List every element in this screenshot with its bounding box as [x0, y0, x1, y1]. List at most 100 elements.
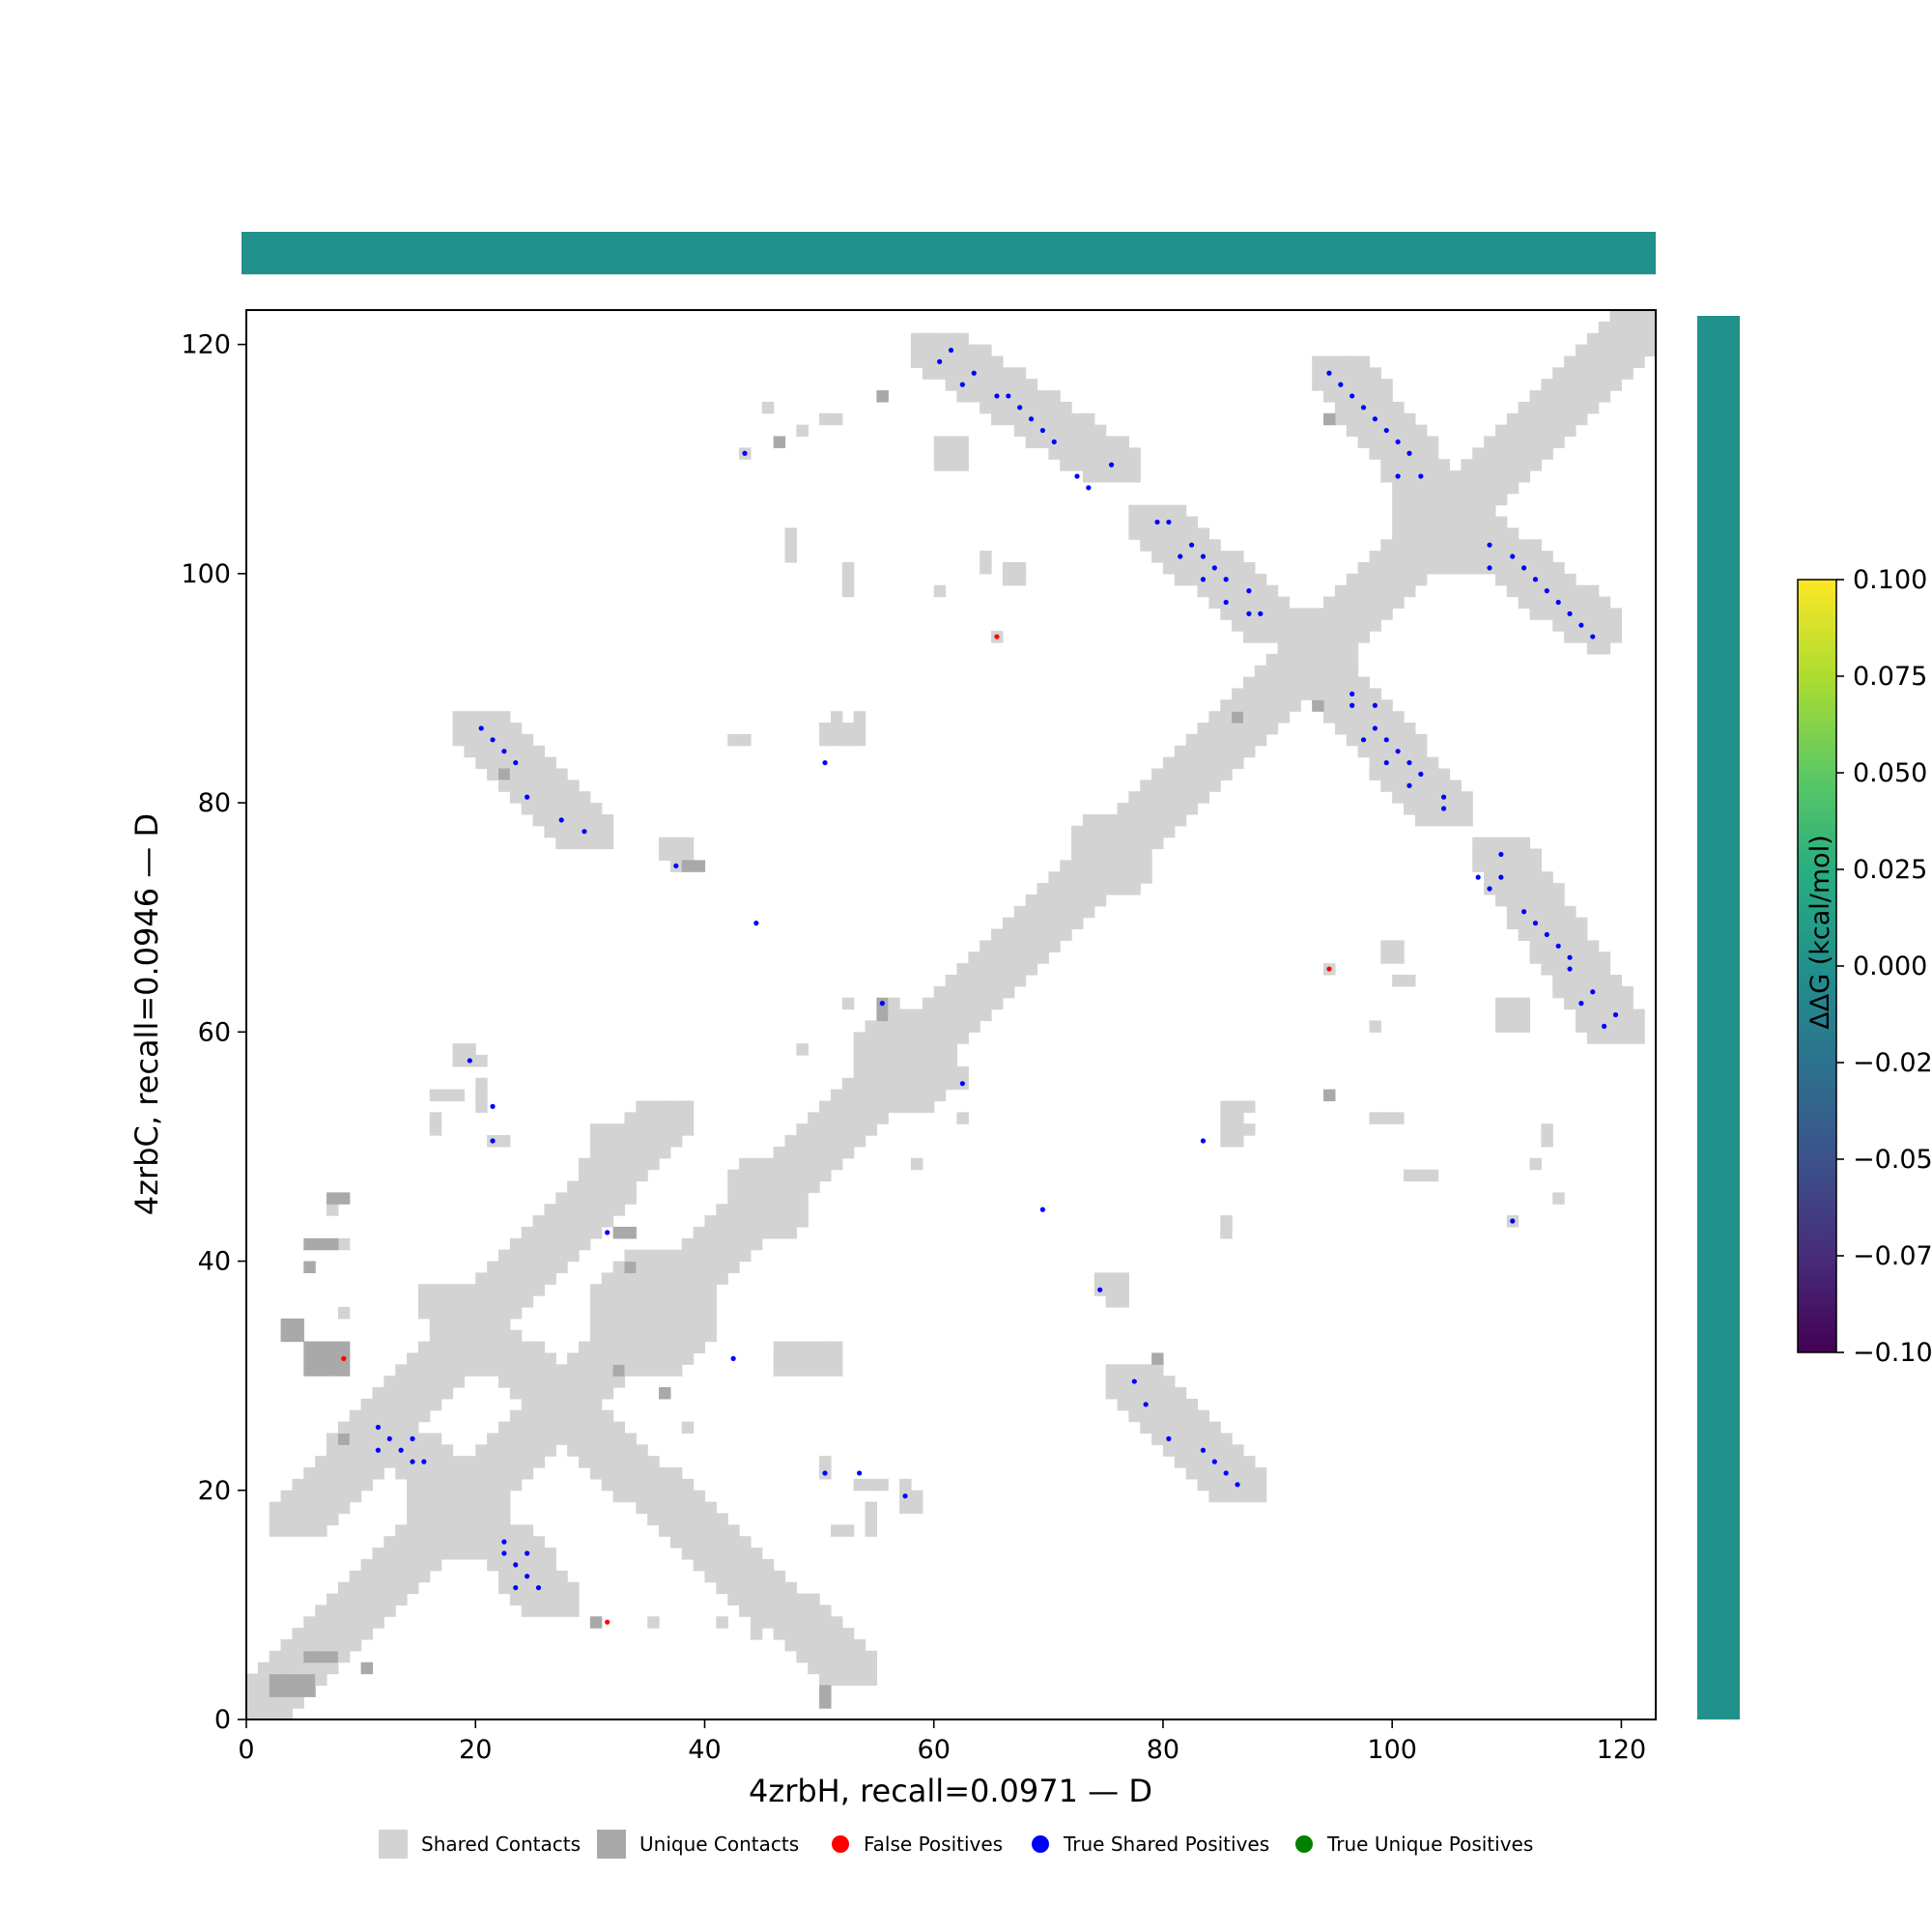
shared-contact-cell: [532, 1421, 545, 1435]
shared-contact-cell: [589, 1421, 603, 1435]
shared-contact-cell: [1197, 733, 1209, 747]
shared-contact-cell: [624, 1306, 637, 1320]
shared-contact-cell: [876, 1065, 889, 1079]
true-shared-positive-point: [478, 725, 484, 731]
shared-contact-cell: [1151, 1433, 1164, 1445]
shared-contact-cell: [739, 1249, 752, 1263]
shared-contact-cell: [497, 1421, 511, 1435]
shared-contact-cell: [1128, 1364, 1141, 1377]
shared-contact-cell: [784, 527, 797, 540]
shared-contact-cell: [1312, 631, 1324, 643]
shared-contact-cell: [991, 379, 1004, 391]
shared-contact-cell: [475, 1100, 488, 1113]
shared-contact-cell: [1541, 894, 1553, 907]
shared-contact-cell: [1461, 561, 1473, 575]
shared-contact-cell: [784, 1628, 797, 1640]
unique-contact-cell: [303, 1352, 316, 1365]
shared-contact-cell: [464, 1329, 476, 1343]
shared-contact-cell: [750, 1548, 763, 1560]
shared-contact-cell: [555, 1226, 568, 1239]
shared-contact-cell: [808, 1169, 820, 1182]
shared-contact-cell: [910, 1089, 923, 1102]
shared-contact-cell: [1541, 436, 1553, 448]
shared-contact-cell: [1541, 940, 1553, 952]
shared-contact-cell: [327, 1616, 339, 1629]
shared-contact-cell: [384, 1581, 396, 1595]
shared-contact-cell: [440, 1456, 454, 1468]
shared-contact-cell: [853, 1650, 867, 1663]
shared-contact-cell: [315, 1616, 327, 1629]
shared-contact-cell: [1449, 493, 1462, 506]
shared-contact-cell: [1060, 447, 1072, 460]
shared-contact-cell: [773, 1169, 786, 1182]
shared-contact-cell: [1254, 1478, 1267, 1492]
shared-contact-cell: [440, 1536, 454, 1548]
shared-contact-cell: [1598, 596, 1611, 609]
shared-contact-cell: [1185, 768, 1199, 781]
true-shared-positive-point: [605, 1230, 611, 1236]
shared-contact-cell: [1300, 676, 1313, 690]
shared-contact-cell: [1232, 1467, 1244, 1480]
shared-contact-cell: [1529, 596, 1542, 609]
shared-contact-cell: [544, 1215, 556, 1228]
shared-contact-cell: [1197, 539, 1209, 552]
shared-contact-cell: [1541, 883, 1553, 895]
shared-contact-cell: [497, 1376, 511, 1388]
shared-contact-cell: [1472, 447, 1485, 460]
shared-contact-cell: [945, 985, 958, 999]
shared-contact-cell: [716, 1558, 728, 1572]
shared-contact-cell: [830, 1135, 843, 1148]
shared-contact-cell: [1082, 447, 1095, 460]
shared-contact-cell: [1002, 412, 1015, 426]
shared-contact-cell: [1369, 401, 1381, 414]
shared-contact-cell: [1220, 561, 1233, 575]
shared-contact-cell: [589, 1467, 603, 1480]
shared-contact-cell: [647, 1513, 660, 1525]
shared-contact-cell: [475, 1272, 488, 1285]
shared-contact-cell: [945, 1065, 958, 1079]
shared-contact-cell: [509, 1478, 523, 1492]
unique-contact-cell: [337, 1192, 351, 1205]
shared-contact-cell: [407, 1478, 419, 1492]
right-marginal-bar: [1697, 316, 1740, 1719]
shared-contact-cell: [1151, 539, 1164, 552]
shared-contact-cell: [945, 1020, 958, 1033]
shared-contact-cell: [417, 1433, 431, 1445]
unique-contact-cell: [315, 1352, 327, 1365]
shared-contact-cell: [1369, 367, 1381, 380]
shared-contact-cell: [1323, 711, 1336, 724]
shared-contact-cell: [1174, 516, 1187, 528]
shared-contact-cell: [922, 1043, 935, 1056]
shared-contact-cell: [555, 780, 568, 792]
shared-contact-cell: [475, 1536, 488, 1548]
shared-contact-cell: [497, 1352, 511, 1365]
shared-contact-cell: [612, 1146, 626, 1159]
shared-contact-cell: [784, 1169, 797, 1182]
shared-contact-cell: [1220, 711, 1233, 724]
shared-contact-cell: [1426, 527, 1439, 540]
shared-contact-cell: [452, 1352, 465, 1365]
shared-contact-cell: [532, 745, 545, 758]
true-shared-positive-point: [1395, 473, 1401, 479]
shared-contact-cell: [784, 1616, 797, 1629]
shared-contact-cell: [1472, 848, 1485, 861]
shared-contact-cell: [1518, 837, 1531, 850]
shared-contact-cell: [1048, 424, 1061, 438]
shared-contact-cell: [521, 1593, 534, 1605]
shared-contact-cell: [521, 1249, 534, 1263]
shared-contact-cell: [1060, 401, 1072, 414]
true-shared-positive-point: [1223, 599, 1229, 606]
shared-contact-cell: [417, 1467, 431, 1480]
shared-contact-cell: [360, 1593, 374, 1605]
shared-contact-cell: [933, 1065, 947, 1079]
shared-contact-cell: [830, 1638, 843, 1652]
shared-contact-cell: [784, 1146, 797, 1159]
false-positive-point: [605, 1619, 611, 1625]
shared-contact-cell: [337, 1490, 351, 1503]
shared-contact-cell: [636, 1169, 648, 1182]
shared-contact-cell: [1414, 791, 1428, 804]
shared-contact-cell: [327, 1478, 339, 1492]
shared-contact-cell: [1197, 1478, 1209, 1492]
shared-contact-cell: [601, 1306, 614, 1320]
shared-contact-cell: [337, 1478, 351, 1492]
